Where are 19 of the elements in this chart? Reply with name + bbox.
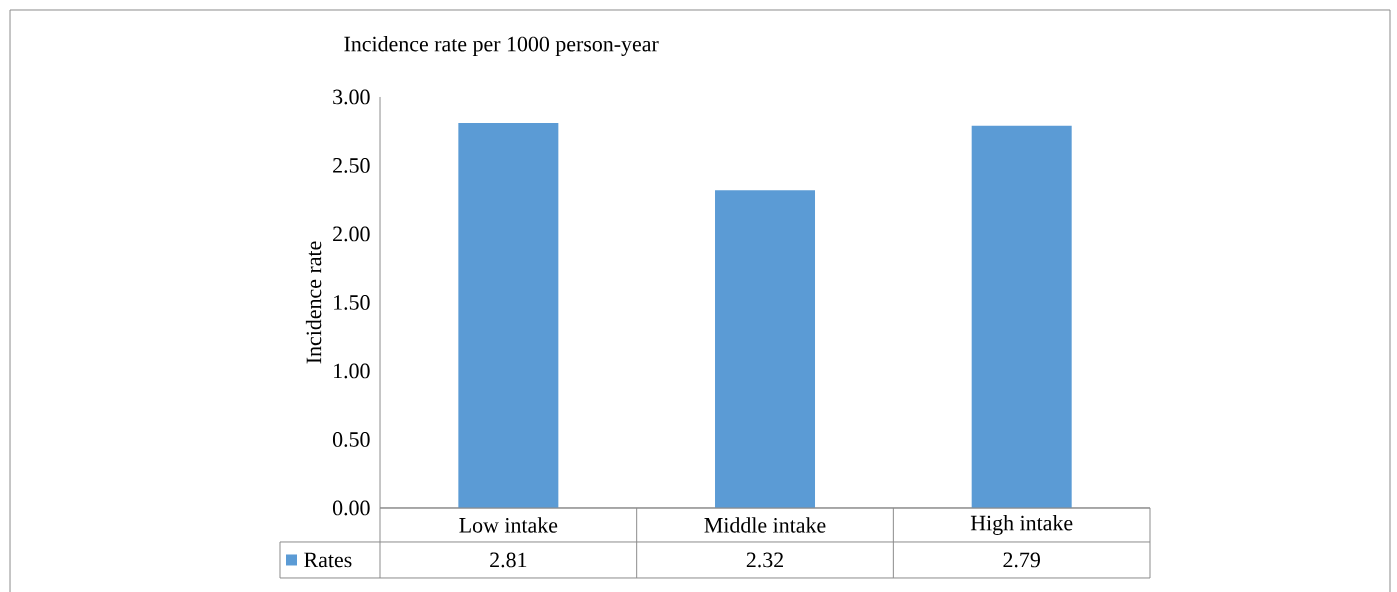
y-axis-title: Incidence rate bbox=[305, 241, 322, 364]
x-tick-label: Middle intake bbox=[704, 517, 826, 533]
data-label: 2.81 bbox=[490, 552, 527, 568]
bar bbox=[458, 123, 559, 508]
y-tick-label: 1.50 bbox=[334, 295, 370, 310]
y-tick-label: 1.00 bbox=[334, 363, 370, 379]
y-tick-label: 3.00 bbox=[333, 89, 370, 105]
y-tick-label: 2.00 bbox=[333, 226, 370, 242]
bar bbox=[971, 125, 1072, 508]
y-tick-label: 0.50 bbox=[332, 432, 370, 447]
y-tick-label: 2.50 bbox=[333, 158, 370, 173]
bar bbox=[715, 190, 816, 508]
chart-title: Incidence rate per 1000 person-year bbox=[344, 36, 659, 56]
x-tick-label: Low intake bbox=[459, 517, 558, 533]
y-tick-label: 0.00 bbox=[332, 500, 370, 516]
data-label: 2.79 bbox=[1003, 552, 1040, 568]
x-tick-label: High intake bbox=[970, 515, 1073, 535]
legend-label: Rates bbox=[304, 552, 352, 568]
data-label: 2.32 bbox=[746, 552, 783, 568]
